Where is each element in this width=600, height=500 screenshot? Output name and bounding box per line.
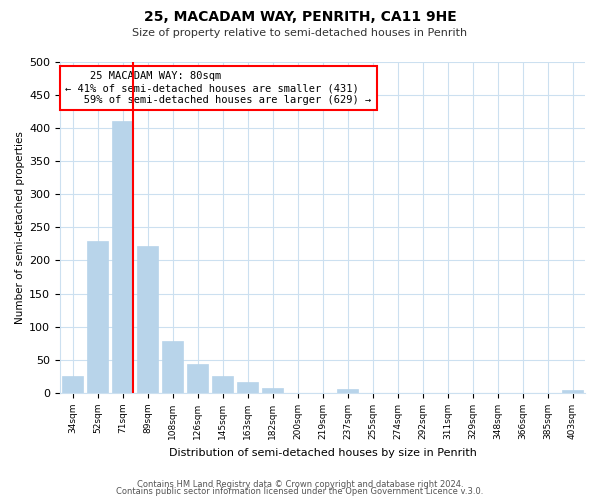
Bar (112, 120, 133, 393)
Bar (562, 390, 583, 393)
Text: Contains public sector information licensed under the Open Government Licence v.: Contains public sector information licen… (116, 488, 484, 496)
Y-axis label: Number of semi-detached properties: Number of semi-detached properties (15, 131, 25, 324)
Bar (337, 389, 358, 393)
Bar (137, 246, 158, 393)
Bar (162, 342, 183, 393)
Bar (237, 382, 258, 393)
Bar (87, 241, 108, 393)
X-axis label: Distribution of semi-detached houses by size in Penrith: Distribution of semi-detached houses by … (169, 448, 476, 458)
Text: Size of property relative to semi-detached houses in Penrith: Size of property relative to semi-detach… (133, 28, 467, 38)
Bar (62, 376, 83, 393)
Bar (212, 376, 233, 393)
Bar (262, 388, 283, 393)
Bar (187, 364, 208, 393)
Text: 25 MACADAM WAY: 80sqm
← 41% of semi-detached houses are smaller (431)
   59% of : 25 MACADAM WAY: 80sqm ← 41% of semi-deta… (65, 72, 371, 104)
Text: Contains HM Land Registry data © Crown copyright and database right 2024.: Contains HM Land Registry data © Crown c… (137, 480, 463, 489)
Text: 25, MACADAM WAY, PENRITH, CA11 9HE: 25, MACADAM WAY, PENRITH, CA11 9HE (143, 10, 457, 24)
